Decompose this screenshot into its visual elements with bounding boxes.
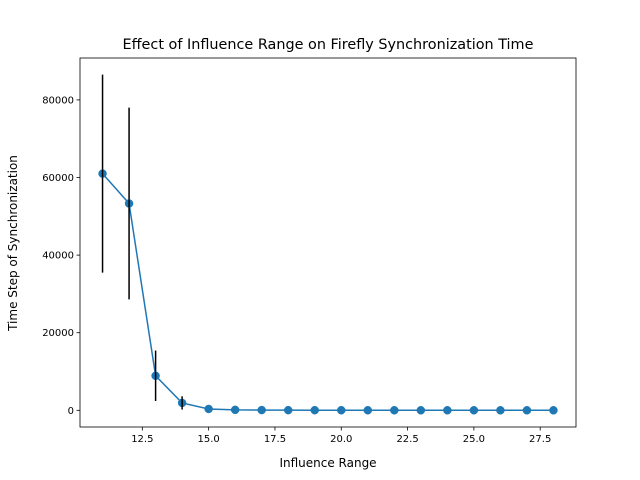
- data-point: [469, 406, 479, 415]
- x-tick-label: 27.5: [529, 434, 551, 445]
- axes-frame: [79, 57, 577, 428]
- data-point: [230, 405, 240, 415]
- y-tick-label: 40000: [42, 251, 74, 262]
- x-tick-label: 15.0: [198, 434, 220, 445]
- data-point: [522, 406, 532, 415]
- x-tick-label: 12.5: [131, 434, 153, 445]
- x-tick-label: 25.0: [463, 434, 485, 445]
- x-axis-label: Influence Range: [279, 456, 376, 470]
- y-tick-label: 20000: [42, 328, 74, 339]
- data-point: [204, 404, 213, 414]
- x-tick-label: 22.5: [396, 434, 418, 445]
- y-axis-label: Time Step of Synchronization: [6, 155, 20, 332]
- data-point: [416, 406, 426, 415]
- data-point: [496, 406, 505, 415]
- data-point: [443, 406, 452, 415]
- y-tick-label: 60000: [42, 173, 74, 184]
- data-point: [283, 405, 293, 415]
- x-tick-label: 20.0: [330, 434, 352, 445]
- series-line: [101, 173, 554, 412]
- chart-title: Effect of Influence Range on Firefly Syn…: [123, 37, 534, 53]
- data-point: [363, 406, 373, 415]
- data-point: [390, 406, 399, 415]
- plot-area: 12.5 15.0 17.5 20.0 22.5 25.0 27.5 0 20000 40000 6…: [42, 57, 577, 445]
- data-point: [337, 405, 346, 415]
- x-tick-label: 17.5: [264, 434, 286, 445]
- data-point: [257, 405, 266, 415]
- y-tick-label: 80000: [42, 95, 74, 106]
- data-point: [549, 406, 558, 415]
- y-tick-label: 0: [68, 406, 74, 417]
- data-point: [310, 405, 319, 415]
